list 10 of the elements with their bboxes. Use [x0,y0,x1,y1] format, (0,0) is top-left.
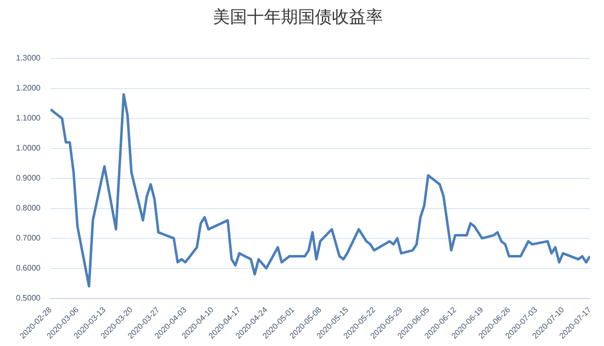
y-tick-label: 1.3000 [16,54,42,63]
y-tick-label: 1.2000 [16,84,42,93]
chart-title: 美国十年期国债收益率 [213,8,383,28]
y-tick-label: 1.0000 [16,144,42,153]
y-tick-label: 0.6000 [16,263,42,272]
y-tick-label: 0.9000 [16,174,42,183]
y-tick-label: 0.5000 [16,293,42,302]
y-tick-label: 0.7000 [16,234,42,243]
y-tick-label: 1.1000 [16,114,42,123]
y-tick-label: 0.8000 [16,204,42,213]
